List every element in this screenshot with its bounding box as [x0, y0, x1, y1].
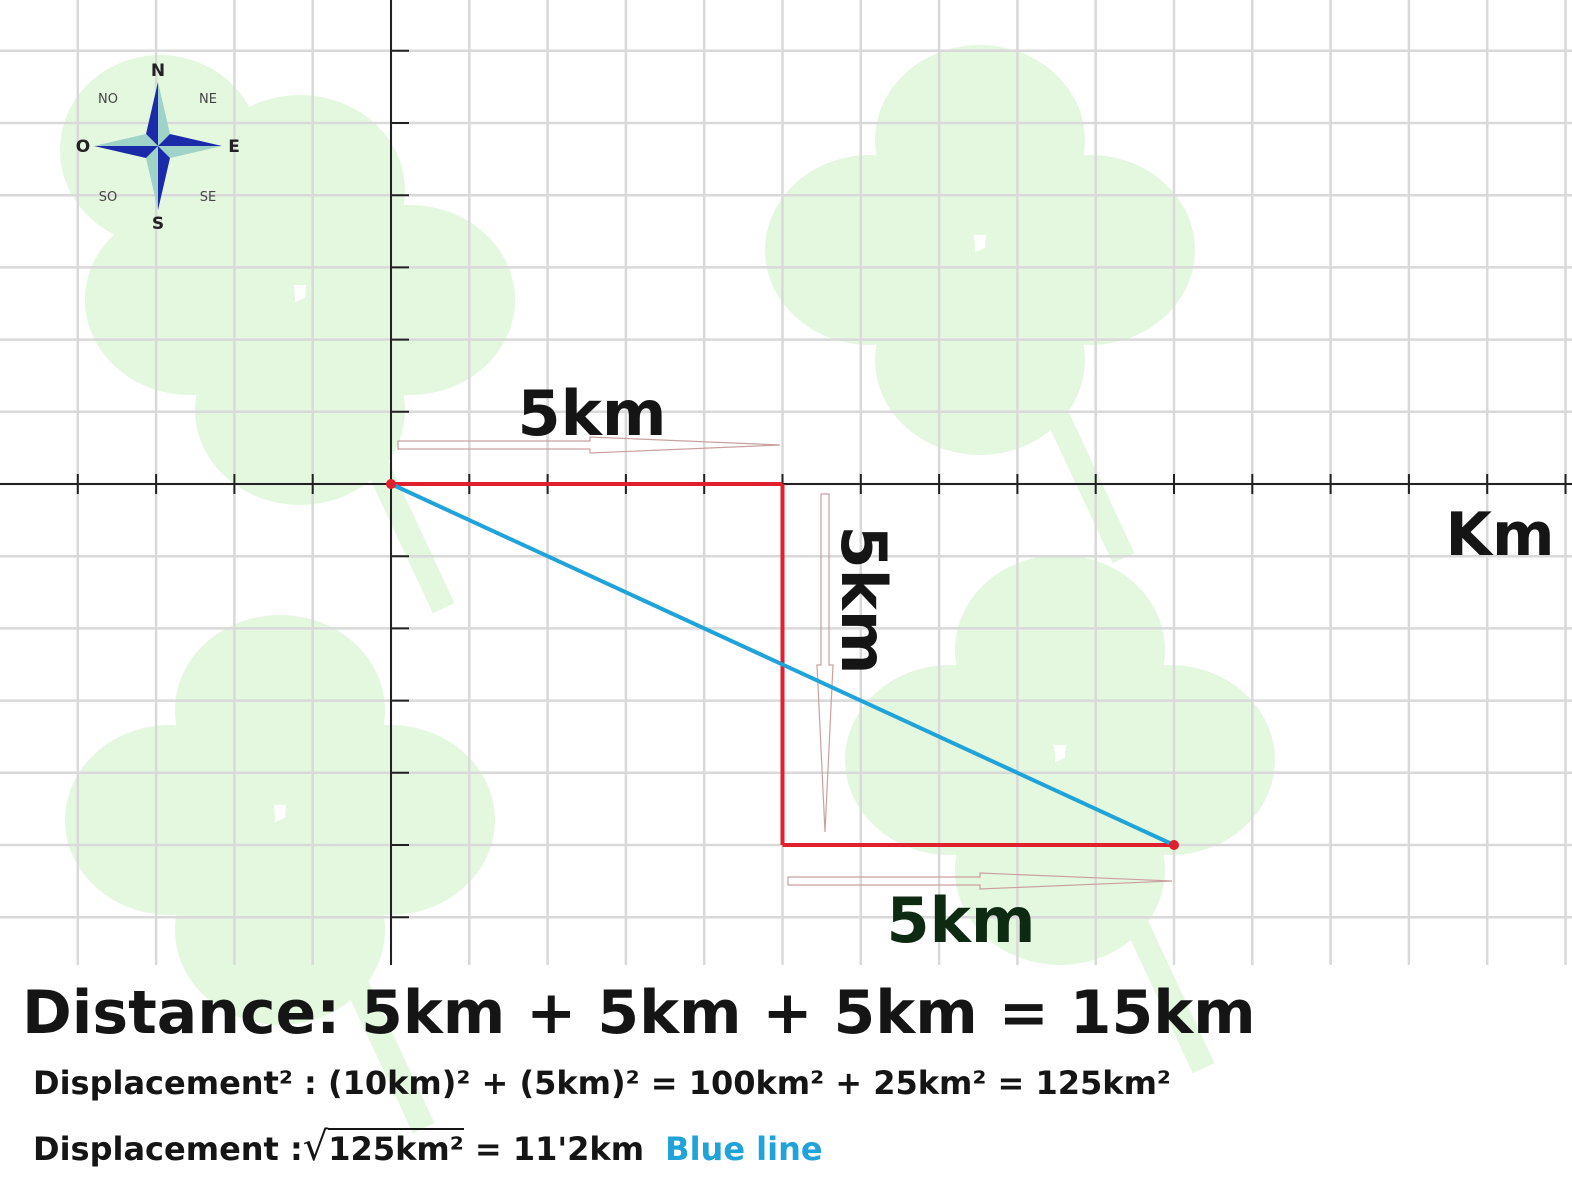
- axis-unit-label: Km: [1445, 500, 1554, 570]
- displacement-line: [390, 482, 1175, 847]
- radicand: 125km²: [328, 1128, 464, 1168]
- segment-label-3: 5km: [887, 884, 1036, 957]
- compass-s-label: S: [152, 214, 164, 234]
- segment-label-1: 5km: [518, 377, 667, 450]
- compass-n-label: N: [151, 61, 165, 81]
- clover-watermark: [60, 45, 1275, 1134]
- compass-e-label: E: [228, 137, 240, 157]
- end-point: [1169, 840, 1179, 850]
- compass-se-label: SE: [200, 190, 216, 205]
- displacement-result: = 11'2km: [463, 1130, 645, 1168]
- compass-n-point: [146, 82, 158, 146]
- compass-o-label: O: [76, 137, 90, 157]
- start-point: [386, 479, 396, 489]
- compass-e-point: [158, 134, 222, 146]
- compass-w-shade: [94, 134, 158, 146]
- arrow-east-1: [397, 436, 781, 454]
- displacement-prefix: Displacement :: [33, 1130, 303, 1168]
- distance-equation: Distance: 5km + 5km + 5km = 15km: [22, 978, 1256, 1048]
- clover: [85, 95, 515, 614]
- arrow-south: [816, 493, 834, 833]
- compass-w-point: [94, 146, 158, 158]
- compass-e-shade: [158, 146, 222, 158]
- path-layer: [386, 479, 1179, 850]
- compass-n-shade: [158, 82, 170, 146]
- blue-line-note: Blue line: [665, 1130, 823, 1168]
- compass-no-label: NO: [98, 92, 118, 107]
- hollow-arrows: [397, 436, 1173, 890]
- arrow-east-2: [787, 872, 1173, 890]
- clover: [65, 615, 495, 1134]
- compass-s-shade: [146, 146, 158, 210]
- compass-s-point: [158, 146, 170, 210]
- displacement-equation: Displacement :√125km² = 11'2km Blue line: [33, 1124, 823, 1170]
- compass-ne-label: NE: [199, 92, 217, 107]
- compass-rose: N NE E SE S SO O NO: [76, 61, 240, 234]
- clover: [765, 45, 1195, 564]
- compass-so-label: SO: [99, 190, 117, 205]
- sqrt-sign: √: [302, 1124, 329, 1170]
- segment-label-2: 5km: [827, 526, 900, 675]
- displacement-squared-equation: Displacement² : (10km)² + (5km)² = 100km…: [33, 1064, 1171, 1102]
